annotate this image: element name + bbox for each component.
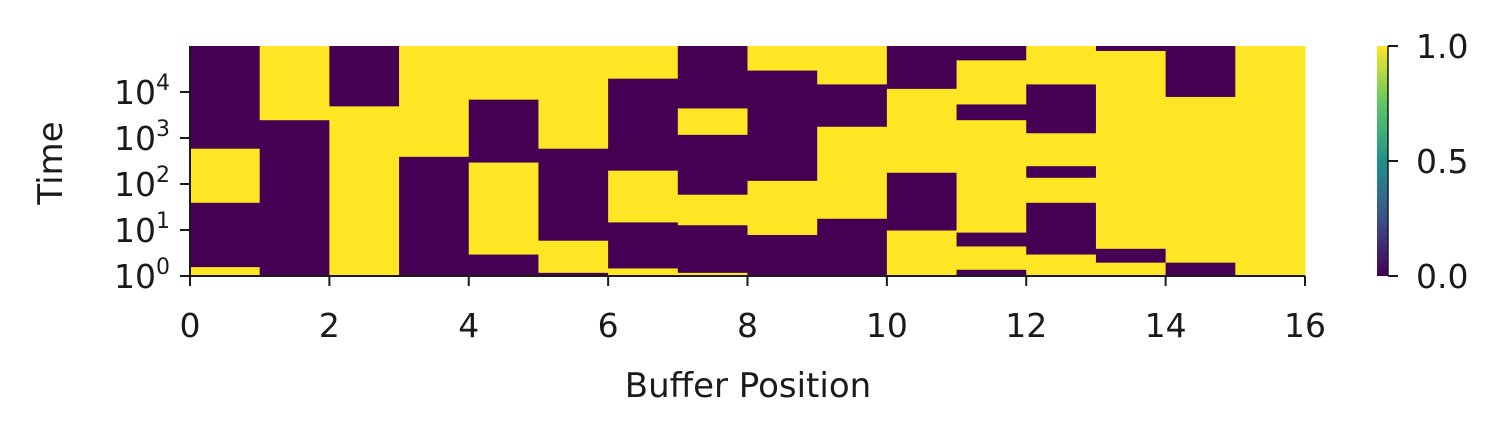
heatmap-cell: [608, 267, 679, 277]
colorbar-tick-label: 0.0: [1416, 257, 1468, 296]
heatmap-cell: [956, 172, 1027, 233]
heatmap-cell: [1095, 132, 1167, 153]
heatmap-cell: [1235, 46, 1306, 277]
heatmap-cell: [677, 107, 748, 135]
heatmap-cell: [399, 156, 470, 277]
heatmap-cell: [677, 224, 748, 273]
heatmap-cell: [677, 46, 748, 109]
y-tick-label: 104: [114, 71, 170, 112]
heatmap-cell: [1026, 83, 1097, 134]
heatmap-cell: [259, 46, 330, 121]
heatmap-cell: [1165, 175, 1236, 263]
heatmap-cell: [886, 46, 958, 89]
heatmap-cell: [747, 234, 818, 277]
heatmap-cell: [956, 103, 1027, 121]
heatmap-cell: [468, 162, 539, 255]
heatmap-cell: [817, 83, 888, 127]
heatmap-cell: [747, 46, 818, 71]
heatmap-cell: [608, 46, 679, 79]
heatmap-cell: [190, 148, 261, 203]
heatmap-cell: [608, 78, 679, 171]
y-tick-label: 100: [114, 255, 170, 296]
heatmap-cell: [538, 148, 609, 192]
colorbar-ticks: 0.0 0.5 1.0: [1387, 27, 1468, 296]
heatmap-cell: [1095, 46, 1167, 51]
heatmap-cell: [1095, 262, 1167, 277]
heatmap-cell: [1165, 262, 1236, 277]
heatmap-cell: [1165, 124, 1236, 146]
x-tick-label: 14: [1145, 306, 1187, 345]
heatmap-cell: [1026, 132, 1097, 167]
heatmap-cell: [1026, 202, 1097, 255]
heatmap-cell: [1026, 177, 1097, 203]
heatmap-cell: [190, 266, 261, 277]
heatmap-cell: [1026, 165, 1097, 178]
heatmap-cell: [1026, 254, 1097, 277]
y-tick-label: 101: [114, 209, 170, 250]
heatmap-cell: [677, 134, 748, 195]
x-tick-label: 4: [458, 306, 479, 345]
x-tick-label: 10: [866, 306, 908, 345]
heatmap-cell: [747, 70, 818, 181]
heatmap-cell: [817, 46, 888, 85]
heatmap-cell: [956, 269, 1027, 277]
x-tick-label: 6: [598, 306, 619, 345]
heatmap-cell: [538, 240, 609, 273]
heatmap-cell: [817, 218, 888, 277]
heatmap-cell: [608, 221, 679, 269]
colorbar-tick-label: 1.0: [1416, 27, 1468, 66]
heatmap-cell: [1165, 145, 1236, 177]
heatmap-cell: [886, 88, 958, 173]
heatmap-cell: [677, 272, 748, 277]
heatmap-cell: [817, 126, 888, 219]
heatmap-cell: [1165, 96, 1236, 125]
y-axis-label: Time: [31, 121, 71, 205]
heatmap-cell: [190, 46, 261, 149]
heatmap-cell: [259, 119, 330, 277]
heatmap-cell: [956, 59, 1027, 105]
x-axis-label: Buffer Position: [625, 366, 871, 406]
colorbar-tick-label: 0.5: [1416, 142, 1468, 181]
heatmap-cell: [956, 245, 1027, 270]
heatmap-cell: [399, 46, 470, 157]
x-tick-label: 8: [737, 306, 758, 345]
heatmap-cell: [1165, 46, 1236, 97]
heatmap-cell: [1026, 46, 1097, 85]
heatmap-cell: [329, 105, 400, 277]
x-tick-label: 2: [319, 306, 340, 345]
heatmap-cell: [1095, 191, 1167, 249]
heatmap-cell: [468, 46, 539, 100]
heatmap-cell: [886, 172, 958, 231]
heatmap-cells: [190, 46, 1306, 277]
y-axis: 100 101 102 103 104: [114, 46, 191, 296]
heatmap-cell: [956, 119, 1027, 173]
heatmap-cell: [1095, 50, 1167, 134]
heatmap-cell: [608, 170, 679, 223]
heatmap-cell: [886, 230, 958, 277]
y-tick-label: 102: [114, 163, 170, 204]
heatmap-cell: [538, 191, 609, 241]
x-axis: 0 2 4 6 8 10 12 14 16: [180, 275, 1326, 345]
heatmap-cell: [468, 254, 539, 277]
heatmap-cell: [677, 194, 748, 226]
colorbar: [1377, 46, 1388, 276]
heatmap-cell: [956, 232, 1027, 247]
heatmap-cell: [1095, 151, 1167, 192]
heatmap-cell: [468, 99, 539, 163]
heatmap-cell: [538, 46, 609, 100]
heatmap-cell: [329, 46, 400, 107]
heatmap-cell: [956, 46, 1027, 61]
x-tick-label: 12: [1005, 306, 1047, 345]
y-tick-label: 103: [114, 117, 170, 158]
heatmap-cell: [747, 180, 818, 235]
heatmap-cell: [538, 99, 609, 149]
heatmap-cell: [538, 272, 609, 277]
heatmap-cell: [1095, 248, 1167, 263]
x-tick-label: 16: [1284, 306, 1326, 345]
heatmap-cell: [190, 202, 261, 268]
x-tick-label: 0: [180, 306, 201, 345]
